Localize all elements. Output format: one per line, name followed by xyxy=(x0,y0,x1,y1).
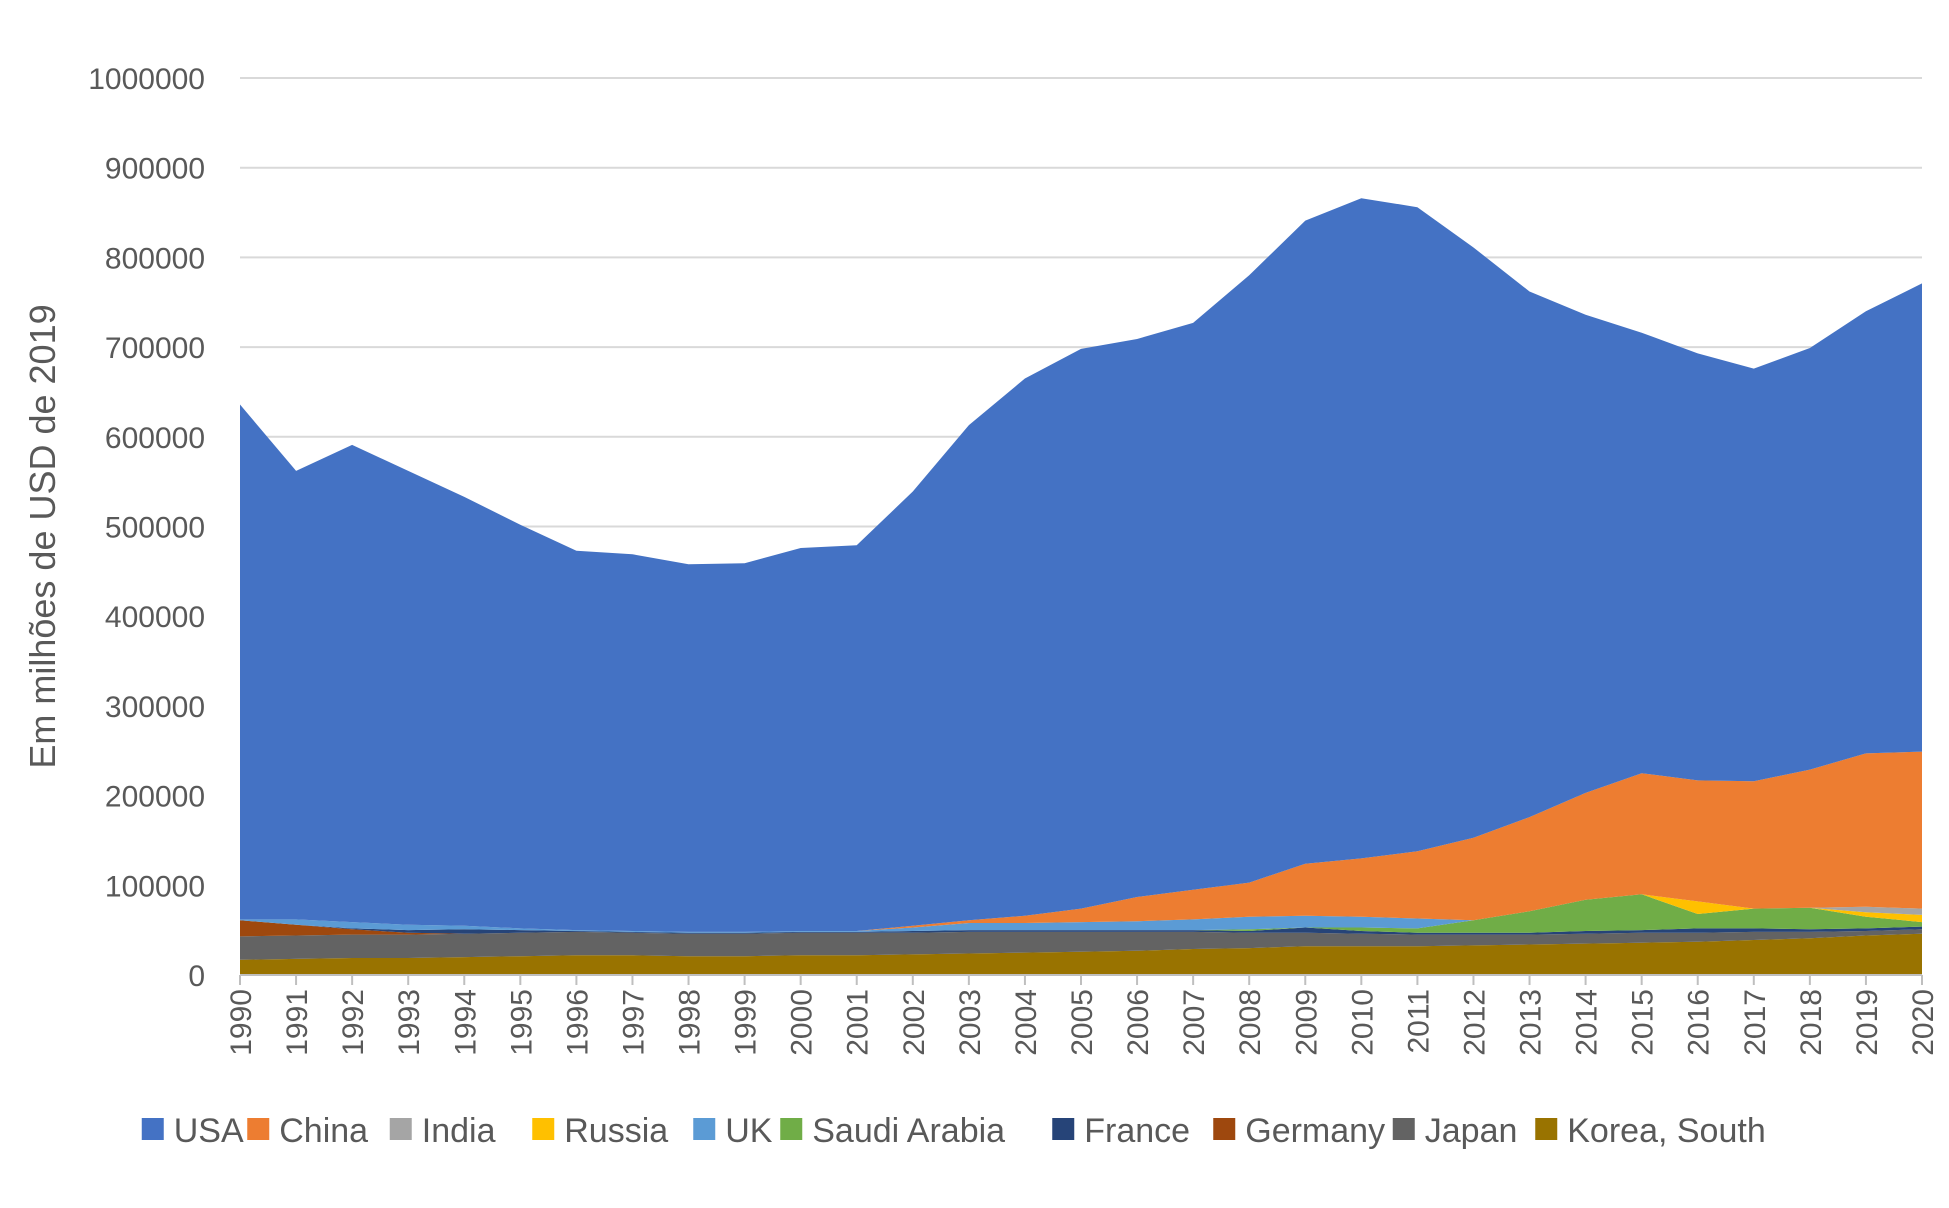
x-tick-label: 2014 xyxy=(1571,989,1604,1056)
y-tick-label: 500000 xyxy=(105,512,205,545)
area-korea-south xyxy=(240,933,1922,975)
x-tick-label: 1994 xyxy=(449,989,482,1056)
legend-label-japan: Japan xyxy=(1425,1112,1518,1150)
axes: 0 100000 200000 300000 400000 500000 600000 700… xyxy=(88,63,1940,1056)
legend-swatch-france xyxy=(1052,1118,1075,1140)
legend-label-russia: Russia xyxy=(564,1112,668,1150)
x-tick-label: 2020 xyxy=(1907,989,1940,1056)
x-tick-label: 1999 xyxy=(730,989,763,1056)
x-tick-label: 2001 xyxy=(842,989,875,1056)
area-usa xyxy=(240,198,1922,932)
x-tick-label: 2000 xyxy=(786,989,819,1056)
area-france xyxy=(240,920,1922,935)
y-tick-label: 700000 xyxy=(105,332,205,365)
legend: USA China India Russia UK Saudi Arabia France G… xyxy=(141,1112,1766,1150)
x-tick-label: 1991 xyxy=(281,989,314,1056)
area-japan xyxy=(240,929,1922,960)
y-axis-title: Em milhões de USD de 2019 xyxy=(22,304,63,768)
x-tick-label: 2004 xyxy=(1010,989,1043,1056)
legend-swatch-russia xyxy=(532,1118,555,1140)
x-tick-label: 2010 xyxy=(1346,989,1379,1056)
x-tick-label: 2019 xyxy=(1851,989,1884,1056)
legend-label-usa: USA xyxy=(174,1112,244,1150)
x-tick-label: 1997 xyxy=(617,989,650,1056)
x-tick-label: 2018 xyxy=(1795,989,1828,1056)
y-tick-label: 200000 xyxy=(105,781,205,814)
y-tick-label: 1000000 xyxy=(88,63,205,96)
x-tick-label: 2006 xyxy=(1122,989,1155,1056)
legend-label-uk: UK xyxy=(725,1112,773,1150)
x-tick-label: 2011 xyxy=(1402,989,1435,1054)
y-tick-label: 600000 xyxy=(105,422,205,455)
legend-label-saudi-arabia: Saudi Arabia xyxy=(812,1112,1005,1150)
legend-swatch-germany xyxy=(1213,1118,1236,1140)
x-tick-label: 2003 xyxy=(954,989,987,1056)
x-tick-label: 1992 xyxy=(337,989,370,1056)
legend-swatch-usa xyxy=(141,1118,164,1140)
x-tick-label: 2013 xyxy=(1515,989,1548,1056)
x-tick-label: 1993 xyxy=(393,989,426,1056)
x-tick-label: 1998 xyxy=(674,989,707,1056)
area-china xyxy=(240,751,1922,932)
area-uk xyxy=(240,894,1922,933)
x-tick-label: 2012 xyxy=(1458,989,1491,1056)
legend-swatch-uk xyxy=(693,1118,716,1140)
x-tick-label: 2008 xyxy=(1234,989,1267,1056)
legend-label-india: India xyxy=(422,1112,496,1150)
x-tick-label: 1995 xyxy=(505,989,538,1056)
x-tick-label: 2015 xyxy=(1627,989,1660,1056)
x-tick-label: 2016 xyxy=(1683,989,1716,1056)
y-tick-label: 900000 xyxy=(105,153,205,186)
legend-label-germany: Germany xyxy=(1245,1112,1385,1150)
x-tick-label: 2005 xyxy=(1066,989,1099,1056)
area-series-group xyxy=(240,198,1922,975)
legend-swatch-japan xyxy=(1392,1118,1415,1140)
legend-label-korea-south: Korea, South xyxy=(1567,1112,1765,1150)
y-tick-label: 800000 xyxy=(105,242,205,275)
x-tick-label: 2002 xyxy=(898,989,931,1056)
area-saudi-arabia xyxy=(240,894,1922,933)
y-tick-label: 300000 xyxy=(105,691,205,724)
legend-swatch-india xyxy=(389,1118,412,1140)
legend-swatch-korea-south xyxy=(1535,1118,1558,1140)
legend-swatch-saudi-arabia xyxy=(780,1118,803,1140)
x-tick-label: 2007 xyxy=(1178,989,1211,1056)
y-tick-label: 100000 xyxy=(105,870,205,903)
x-tick-label: 1990 xyxy=(225,989,258,1056)
x-tick-label: 1996 xyxy=(561,989,594,1056)
legend-swatch-china xyxy=(247,1118,270,1140)
y-tick-label: 0 xyxy=(188,960,205,993)
x-tick-label: 2009 xyxy=(1290,989,1323,1056)
legend-label-france: France xyxy=(1084,1112,1190,1150)
y-tick-label: 400000 xyxy=(105,601,205,634)
x-tick-label: 2017 xyxy=(1739,989,1772,1056)
legend-label-china: China xyxy=(279,1112,368,1150)
